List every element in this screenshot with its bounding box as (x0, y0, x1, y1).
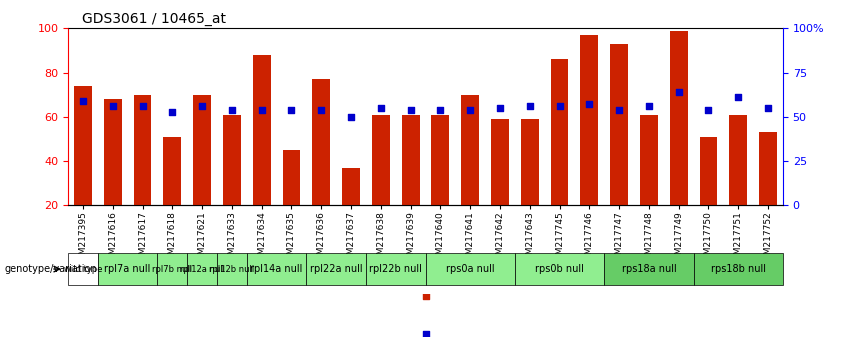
Point (761, 105, 774, 111)
Bar (104, 99, 122, 205)
FancyBboxPatch shape (157, 253, 187, 285)
FancyBboxPatch shape (366, 253, 426, 285)
Bar (402, 115, 420, 205)
Point (493, 105, 506, 111)
Bar (491, 119, 509, 205)
FancyBboxPatch shape (217, 253, 247, 285)
Point (419, 293, 432, 298)
Point (106, 103, 119, 109)
Bar (372, 115, 390, 205)
Point (612, 107, 625, 113)
Bar (163, 137, 181, 205)
Text: rps18b null: rps18b null (711, 264, 766, 274)
Point (254, 107, 268, 113)
Point (374, 105, 387, 111)
Point (582, 101, 596, 107)
Point (195, 103, 208, 109)
FancyBboxPatch shape (68, 253, 98, 285)
Point (701, 107, 715, 113)
Bar (700, 137, 717, 205)
Text: rpl22b null: rpl22b null (369, 264, 422, 274)
Text: rpl22a null: rpl22a null (310, 264, 363, 274)
Point (671, 90, 685, 95)
FancyBboxPatch shape (98, 253, 157, 285)
Point (419, 332, 432, 337)
Point (642, 103, 655, 109)
FancyBboxPatch shape (694, 253, 783, 285)
Text: rpl12b null: rpl12b null (209, 264, 254, 274)
FancyBboxPatch shape (306, 253, 366, 285)
Bar (759, 132, 777, 205)
Point (344, 114, 357, 120)
Bar (610, 44, 628, 205)
Text: rps0a null: rps0a null (446, 264, 494, 274)
Bar (521, 119, 539, 205)
Point (314, 107, 328, 113)
Bar (223, 115, 241, 205)
Text: GDS3061 / 10465_at: GDS3061 / 10465_at (83, 12, 226, 26)
Text: rpl14a null: rpl14a null (250, 264, 303, 274)
Bar (312, 79, 330, 205)
Point (284, 107, 298, 113)
Point (433, 107, 447, 113)
Point (403, 107, 417, 113)
Text: rps18a null: rps18a null (621, 264, 677, 274)
Bar (640, 115, 658, 205)
Bar (670, 30, 688, 205)
Bar (431, 115, 449, 205)
FancyBboxPatch shape (426, 253, 515, 285)
FancyBboxPatch shape (515, 253, 604, 285)
Bar (729, 115, 747, 205)
Bar (74, 86, 92, 205)
Point (165, 110, 179, 115)
Text: rpl12a null: rpl12a null (180, 264, 225, 274)
Bar (342, 168, 360, 205)
Bar (193, 95, 211, 205)
Point (135, 103, 149, 109)
Text: genotype/variation: genotype/variation (4, 264, 97, 274)
FancyBboxPatch shape (604, 253, 694, 285)
Bar (134, 95, 151, 205)
Text: rpl7a null: rpl7a null (105, 264, 151, 274)
Text: wild type: wild type (64, 264, 102, 274)
Bar (283, 150, 300, 205)
FancyBboxPatch shape (187, 253, 217, 285)
Point (463, 107, 477, 113)
Point (552, 103, 566, 109)
Bar (551, 59, 568, 205)
Point (225, 107, 238, 113)
Text: rpl7b null: rpl7b null (152, 264, 192, 274)
Point (731, 94, 745, 100)
Text: rps0b null: rps0b null (535, 264, 584, 274)
Point (77, 98, 89, 104)
Bar (580, 35, 598, 205)
Point (523, 103, 536, 109)
Bar (253, 55, 271, 205)
Bar (461, 95, 479, 205)
FancyBboxPatch shape (247, 253, 306, 285)
